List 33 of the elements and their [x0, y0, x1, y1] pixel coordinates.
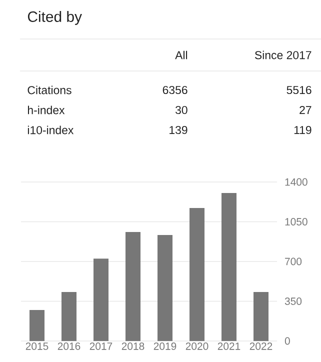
text: Since 2017 — [254, 50, 312, 60]
bar — [94, 258, 108, 341]
text: 5516 — [286, 86, 312, 94]
text: 27 — [300, 106, 312, 114]
text: All — [175, 50, 188, 60]
y-tick-label: 350 — [284, 298, 302, 305]
bar — [30, 310, 44, 341]
x-tick-label: 2020 — [186, 342, 208, 350]
x-tick-label: 2015 — [26, 342, 48, 350]
x-tick-label: 2019 — [154, 342, 176, 350]
y-tick-label: 1050 — [285, 218, 308, 226]
bar — [126, 232, 140, 341]
bar — [62, 292, 76, 341]
text: 119 — [294, 126, 312, 134]
text: i10-index — [28, 126, 74, 134]
y-tick-label: 1400 — [285, 178, 308, 186]
bar — [158, 235, 172, 341]
bar — [190, 208, 204, 341]
x-tick-label: 2022 — [250, 342, 272, 350]
text: 30 — [175, 106, 188, 114]
text: h-index — [28, 106, 65, 114]
text: Citations — [28, 86, 72, 94]
chart-title: Cited by — [28, 11, 82, 25]
x-tick-label: 2018 — [122, 342, 144, 350]
y-tick-label: 0 — [284, 337, 290, 345]
x-tick-label: 2017 — [90, 342, 112, 350]
text: 139 — [170, 126, 188, 134]
x-tick-label: 2016 — [58, 342, 80, 350]
bar — [254, 292, 268, 341]
y-tick-label: 700 — [285, 258, 302, 266]
text: 6356 — [162, 86, 188, 94]
bar — [222, 193, 236, 341]
x-tick-label: 2021 — [218, 342, 240, 350]
